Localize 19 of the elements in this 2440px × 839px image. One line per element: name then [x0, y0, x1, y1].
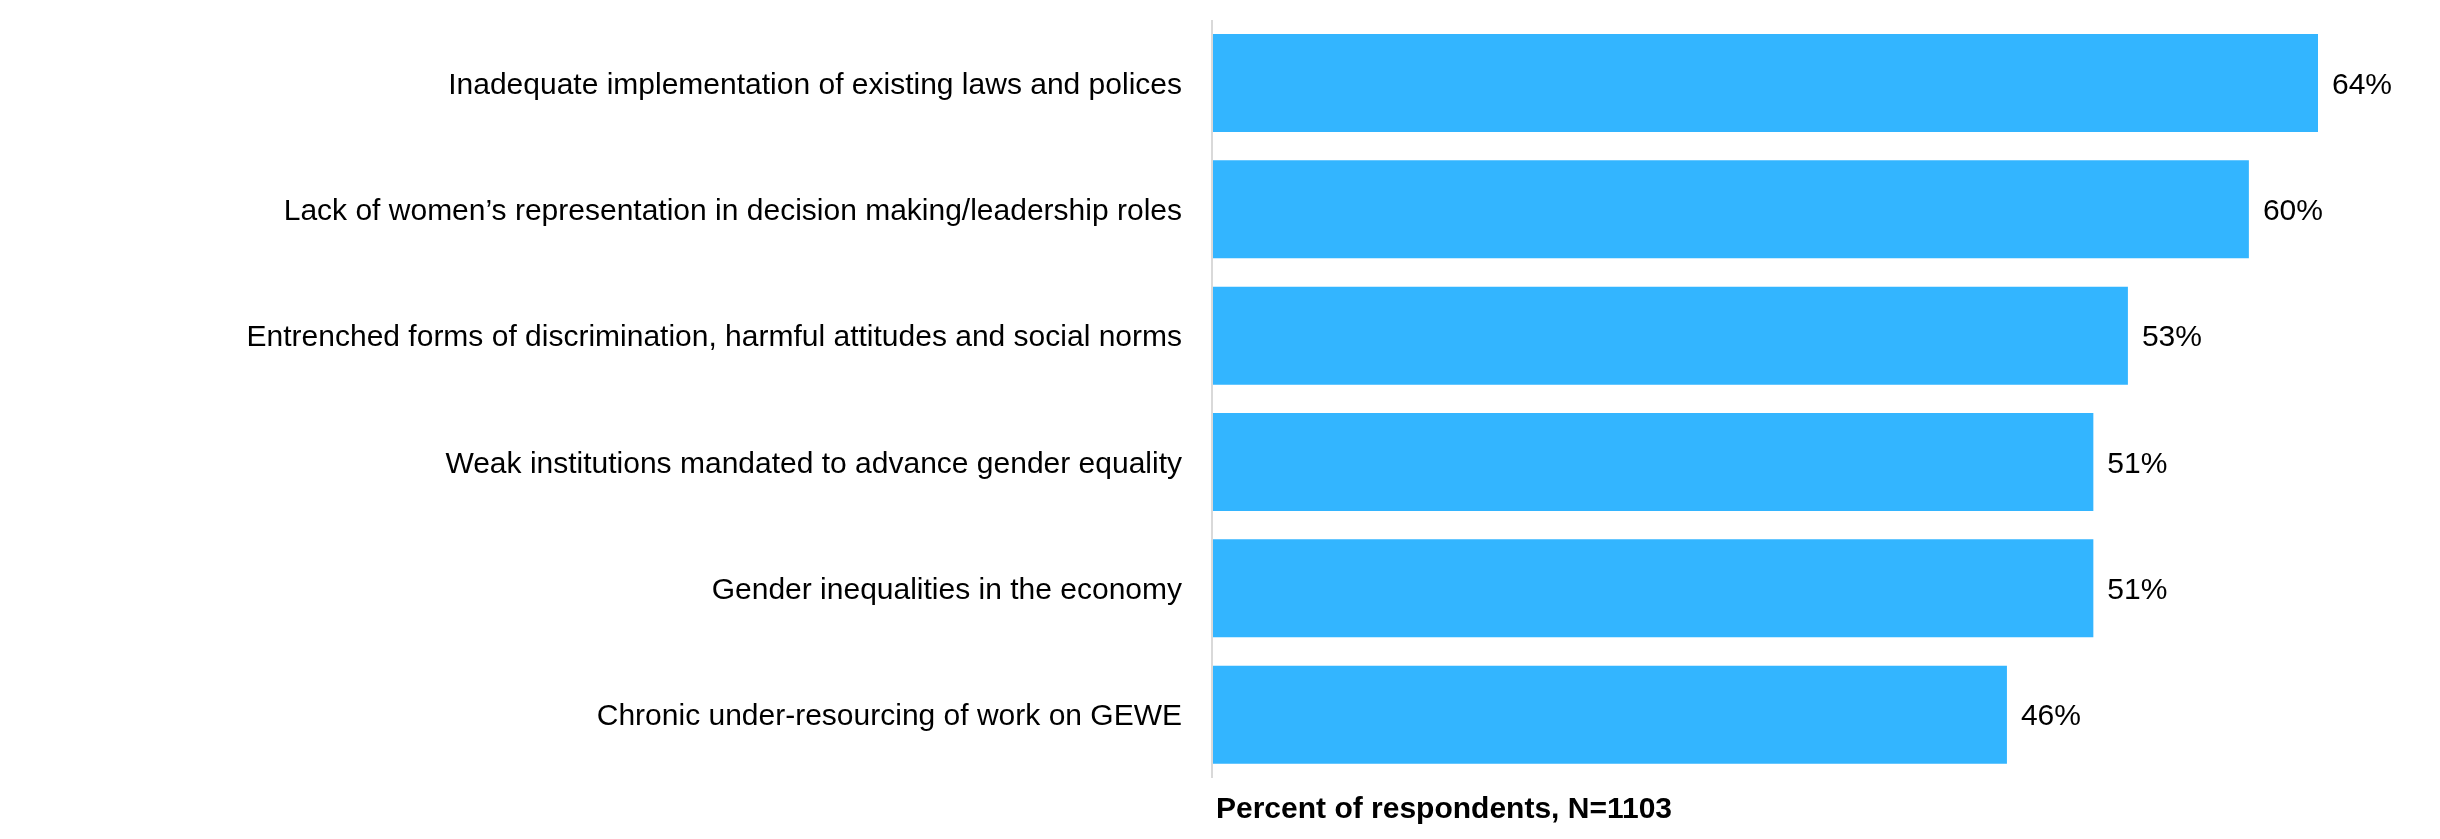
- y-tick-label: Gender inequalities in the economy: [711, 572, 1182, 606]
- y-tick-label: Weak institutions mandated to advance gender equality: [445, 445, 1182, 479]
- bar: [1212, 665, 2007, 764]
- bar: [1212, 539, 2094, 638]
- bar: [1212, 160, 2249, 259]
- data-label: 51%: [2107, 445, 2168, 479]
- y-tick-label: Lack of women’s representation in decision making/leadership roles: [283, 193, 1182, 227]
- data-label: 60%: [2262, 192, 2323, 226]
- y-tick-label: Chronic under-resourcing of work on GEWE: [596, 698, 1182, 732]
- data-label: 64%: [2332, 66, 2393, 100]
- bar: [1212, 286, 2128, 385]
- y-tick-label: Inadequate implementation of existing laws and polices: [448, 66, 1182, 100]
- x-axis-title: Percent of respondents, N=1103: [1216, 791, 1673, 824]
- data-label: 46%: [2020, 698, 2081, 732]
- bar: [1212, 34, 2318, 132]
- bar: [1212, 413, 2094, 511]
- data-label: 51%: [2107, 571, 2168, 605]
- data-label: 53%: [2141, 319, 2202, 353]
- y-tick-label: Entrenched forms of discrimination, harmful attitudes and social norms: [246, 319, 1182, 353]
